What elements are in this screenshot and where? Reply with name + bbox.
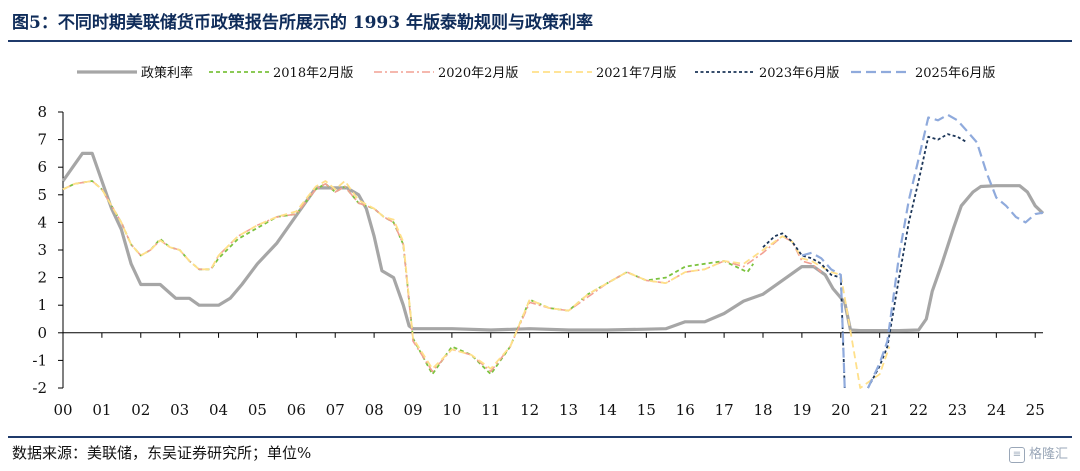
series-line-2 xyxy=(62,180,822,373)
x-tick-label: 12 xyxy=(520,401,539,419)
y-tick-label: 3 xyxy=(37,241,47,259)
y-tick-label: 4 xyxy=(37,213,47,231)
x-tick-label: 02 xyxy=(131,401,150,419)
x-tick-label: 01 xyxy=(92,401,111,419)
series-line-5 xyxy=(801,251,846,389)
source-note: 数据来源：美联储，东吴证券研究所；单位% xyxy=(12,444,312,462)
y-tick-label: 5 xyxy=(37,186,47,204)
y-tick-label: 8 xyxy=(37,103,47,121)
series-line-3 xyxy=(62,180,891,389)
watermark-logo-icon: ≡ xyxy=(1008,447,1025,463)
x-tick-label: 13 xyxy=(559,401,578,419)
source-rule xyxy=(8,436,1072,438)
x-tick-label: 06 xyxy=(287,401,306,419)
chart-plot-area xyxy=(61,113,1045,389)
x-tick-label: 19 xyxy=(792,401,811,419)
x-tick-label: 09 xyxy=(403,401,422,419)
x-tick-label: 23 xyxy=(948,401,967,419)
x-tick-label: 08 xyxy=(365,401,384,419)
watermark: ≡ 格隆汇 xyxy=(1008,444,1068,466)
y-tick-label: 6 xyxy=(37,158,47,176)
legend-label: 政策利率 xyxy=(141,65,193,81)
x-tick-label: 18 xyxy=(753,401,772,419)
legend-label: 2020年2月版 xyxy=(438,66,518,81)
x-tick-label: 05 xyxy=(248,401,267,419)
x-tick-label: 24 xyxy=(987,401,1006,419)
x-tick-label: 15 xyxy=(637,401,656,419)
x-tick-label: 00 xyxy=(53,401,72,419)
series-line-4 xyxy=(762,232,846,389)
x-tick-label: 22 xyxy=(909,401,928,419)
y-tick-label: 2 xyxy=(37,269,47,287)
series-line-1 xyxy=(62,180,755,376)
x-tick-label: 11 xyxy=(481,401,500,419)
y-tick-label: -2 xyxy=(32,379,47,397)
x-tick-label: 25 xyxy=(1026,401,1045,419)
x-tick-label: 07 xyxy=(326,401,345,419)
x-tick-label: 17 xyxy=(715,401,734,419)
x-tick-label: 20 xyxy=(831,401,850,419)
legend-label: 2025年6月版 xyxy=(915,66,995,81)
series-line-5 xyxy=(867,113,1044,389)
y-tick-label: 0 xyxy=(37,324,47,342)
x-tick-label: 10 xyxy=(442,401,461,419)
x-tick-label: 14 xyxy=(598,401,617,419)
legend-label: 2021年7月版 xyxy=(596,66,676,81)
x-tick-label: 21 xyxy=(870,401,889,419)
chart-legend: 政策利率 2018年2月版 2020年2月版 2021年7月版 2023年6月版 2025… xyxy=(77,65,995,81)
x-tick-label: 16 xyxy=(676,401,695,419)
title-rule xyxy=(8,40,1072,42)
y-tick-label: 7 xyxy=(37,131,47,149)
y-tick-label: 1 xyxy=(37,296,47,314)
page-title: 图5：不同时期美联储货币政策报告所展示的 1993 年版泰勒规则与政策利率 xyxy=(12,13,593,33)
legend-label: 2018年2月版 xyxy=(273,66,353,81)
legend-label: 2023年6月版 xyxy=(759,66,839,81)
watermark-text: 格隆汇 xyxy=(1028,447,1068,462)
x-tick-label: 03 xyxy=(170,401,189,419)
series-line-0 xyxy=(61,151,1045,333)
x-tick-label: 04 xyxy=(209,401,228,419)
y-tick-label: -1 xyxy=(32,351,47,369)
series-line-4 xyxy=(867,133,968,389)
line-chart: 政策利率 2018年2月版 2020年2月版 2021年7月版 2023年6月版 2025… xyxy=(32,65,1045,419)
